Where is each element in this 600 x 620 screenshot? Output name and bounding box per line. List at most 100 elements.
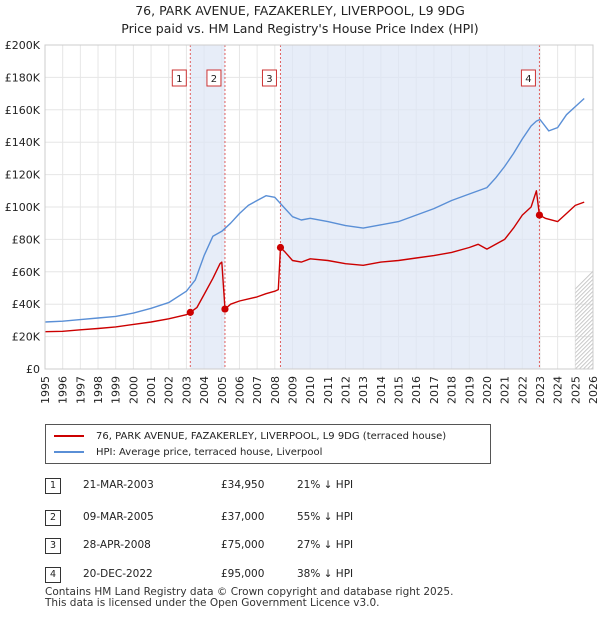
legend-swatch-hpi xyxy=(54,451,84,453)
legend-label-hpi: HPI: Average price, terraced house, Live… xyxy=(96,446,323,458)
hatch-line xyxy=(575,298,593,318)
x-tick-label: 2023 xyxy=(534,376,547,404)
marker-label-text: 3 xyxy=(266,74,272,85)
legend-swatch-property xyxy=(54,435,84,437)
sale-point xyxy=(276,243,285,252)
x-tick-label: 2016 xyxy=(410,376,423,404)
y-tick-label: £100K xyxy=(5,201,41,214)
x-tick-label: 2026 xyxy=(587,376,600,404)
transaction-hpi-diff: 55% ↓ HPI xyxy=(297,511,354,523)
transaction-row: 3 28-APR-2008 £75,000 27% ↓ HPI xyxy=(45,538,465,554)
marker-label-box xyxy=(261,69,277,87)
y-tick-label: £200K xyxy=(5,39,41,52)
chart-legend: 76, PARK AVENUE, FAZAKERLEY, LIVERPOOL, … xyxy=(45,424,491,464)
x-tick-label: 1998 xyxy=(92,376,105,404)
y-tick-label: £160K xyxy=(5,104,41,117)
y-tick-label: £140K xyxy=(5,136,41,149)
ownership-shade xyxy=(280,45,540,369)
x-tick-label: 2025 xyxy=(569,376,582,404)
price-chart: 1 2 3 4 1995 1996 1997 1998 1999 2000 2001 2002 200… xyxy=(5,39,600,404)
series-line-hpi xyxy=(44,97,585,323)
transaction-hpi-diff: 27% ↓ HPI xyxy=(297,539,354,551)
x-tick-label: 2008 xyxy=(269,376,282,404)
x-tick-label: 2006 xyxy=(233,376,246,404)
x-tick-label: 2001 xyxy=(145,376,158,404)
transaction-row: 1 21-MAR-2003 £34,950 21% ↓ HPI xyxy=(45,478,465,494)
transaction-hpi-diff: 38% ↓ HPI xyxy=(297,568,354,580)
x-tick-label: 2003 xyxy=(180,376,193,404)
x-tick-label: 2014 xyxy=(375,376,388,404)
plot-border xyxy=(44,44,594,370)
x-tick-label: 2010 xyxy=(304,376,317,404)
transaction-number: 4 xyxy=(45,567,61,583)
sale-point xyxy=(221,305,229,313)
series-line-property xyxy=(44,190,585,333)
transaction-date: 28-APR-2008 xyxy=(83,539,151,551)
marker-label-text: 4 xyxy=(525,74,531,85)
footer-line-licence: This data is licensed under the Open Gov… xyxy=(45,597,380,609)
hatch-line xyxy=(575,306,593,326)
chart-subtitle: Price paid vs. HM Land Registry's House … xyxy=(121,21,479,36)
chart-title: 76, PARK AVENUE, FAZAKERLEY, LIVERPOOL, … xyxy=(135,3,465,18)
sale-point xyxy=(186,308,194,316)
y-tick-label: £0 xyxy=(26,363,40,376)
marker-label-box xyxy=(171,69,187,87)
x-tick-label: 2021 xyxy=(499,376,512,404)
y-tick-label: £20K xyxy=(12,331,41,344)
legend-item-property: 76, PARK AVENUE, FAZAKERLEY, LIVERPOOL, … xyxy=(54,429,446,443)
transaction-number: 3 xyxy=(45,538,61,554)
marker-label-text: 2 xyxy=(211,74,217,85)
marker-label-text: 1 xyxy=(176,74,182,85)
transaction-number: 1 xyxy=(45,478,61,494)
x-tick-label: 2018 xyxy=(446,376,459,404)
footer-line-copyright: Contains HM Land Registry data © Crown c… xyxy=(45,586,454,598)
transaction-date: 21-MAR-2003 xyxy=(83,479,154,491)
chart-title-block: 76, PARK AVENUE, FAZAKERLEY, LIVERPOOL, … xyxy=(0,2,600,38)
transaction-price: £75,000 xyxy=(221,539,265,551)
x-tick-label: 2011 xyxy=(322,376,335,404)
x-tick-label: 2020 xyxy=(481,376,494,404)
legend-label-property: 76, PARK AVENUE, FAZAKERLEY, LIVERPOOL, … xyxy=(96,430,447,442)
hatch-line xyxy=(595,45,600,369)
x-tick-label: 2013 xyxy=(357,376,370,404)
marker-label-box xyxy=(520,69,536,87)
transaction-hpi-diff: 21% ↓ HPI xyxy=(297,479,354,491)
future-hatch xyxy=(575,45,600,369)
x-tick-label: 2000 xyxy=(127,376,140,404)
x-tick-label: 1995 xyxy=(39,376,52,404)
x-tick-label: 2015 xyxy=(393,376,406,404)
transaction-date: 20-DEC-2022 xyxy=(83,568,153,580)
hatch-line xyxy=(575,302,593,322)
x-tick-label: 1999 xyxy=(110,376,123,404)
transaction-row: 4 20-DEC-2022 £95,000 38% ↓ HPI xyxy=(45,567,465,583)
x-tick-label: 2012 xyxy=(340,376,353,404)
hatch-line xyxy=(575,310,593,330)
transaction-price: £95,000 xyxy=(221,568,265,580)
x-tick-label: 2004 xyxy=(198,376,211,404)
legend-item-hpi: HPI: Average price, terraced house, Live… xyxy=(54,445,322,459)
x-tick-label: 1997 xyxy=(74,376,87,404)
y-tick-label: £40K xyxy=(12,298,41,311)
x-tick-label: 2022 xyxy=(516,376,529,404)
sale-point xyxy=(535,211,544,219)
marker-label-box xyxy=(206,69,222,87)
x-tick-label: 2005 xyxy=(216,376,229,404)
x-tick-label: 2017 xyxy=(428,376,441,404)
x-tick-label: 2009 xyxy=(286,376,299,404)
y-tick-label: £180K xyxy=(5,71,41,84)
transaction-date: 09-MAR-2005 xyxy=(83,511,154,523)
x-tick-label: 1996 xyxy=(57,376,70,404)
x-tick-label: 2007 xyxy=(251,376,264,404)
y-tick-label: £120K xyxy=(5,169,41,182)
transaction-row: 2 09-MAR-2005 £37,000 55% ↓ HPI xyxy=(45,510,465,526)
x-tick-label: 2024 xyxy=(552,376,565,404)
y-tick-label: £80K xyxy=(12,233,41,246)
ownership-shade xyxy=(190,45,225,369)
x-tick-label: 2002 xyxy=(163,376,176,404)
transaction-number: 2 xyxy=(45,510,61,526)
x-tick-label: 2019 xyxy=(463,376,476,404)
transaction-price: £34,950 xyxy=(221,479,265,491)
y-tick-label: £60K xyxy=(12,266,41,279)
transaction-price: £37,000 xyxy=(221,511,265,523)
footer-attribution: Contains HM Land Registry data © Crown c… xyxy=(45,587,453,609)
